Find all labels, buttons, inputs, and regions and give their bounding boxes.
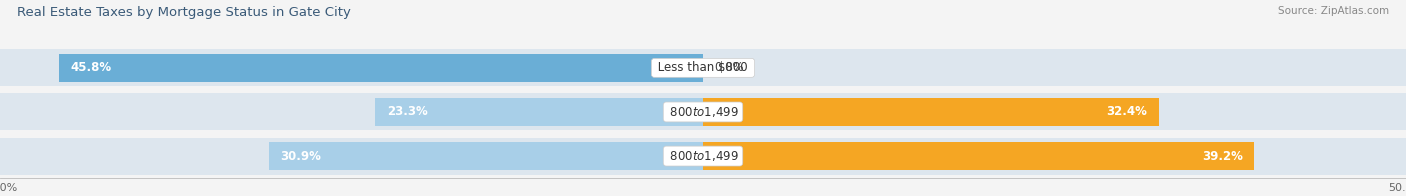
Text: $800 to $1,499: $800 to $1,499: [666, 149, 740, 163]
Text: 30.9%: 30.9%: [280, 150, 321, 162]
Text: $800 to $1,499: $800 to $1,499: [666, 105, 740, 119]
Bar: [703, 142, 1254, 170]
Text: 39.2%: 39.2%: [1202, 150, 1243, 162]
Text: 0.0%: 0.0%: [714, 61, 744, 74]
Text: 45.8%: 45.8%: [70, 61, 111, 74]
Bar: [703, 98, 1159, 126]
Text: Source: ZipAtlas.com: Source: ZipAtlas.com: [1278, 6, 1389, 16]
Text: Less than $800: Less than $800: [654, 61, 752, 74]
Bar: [269, 142, 703, 170]
Bar: [0, 49, 1406, 86]
Bar: [0, 93, 1406, 131]
Text: Real Estate Taxes by Mortgage Status in Gate City: Real Estate Taxes by Mortgage Status in …: [17, 6, 350, 19]
Text: 32.4%: 32.4%: [1107, 105, 1147, 118]
Text: 23.3%: 23.3%: [387, 105, 427, 118]
Bar: [375, 98, 703, 126]
Bar: [0, 138, 1406, 175]
Bar: [59, 54, 703, 82]
